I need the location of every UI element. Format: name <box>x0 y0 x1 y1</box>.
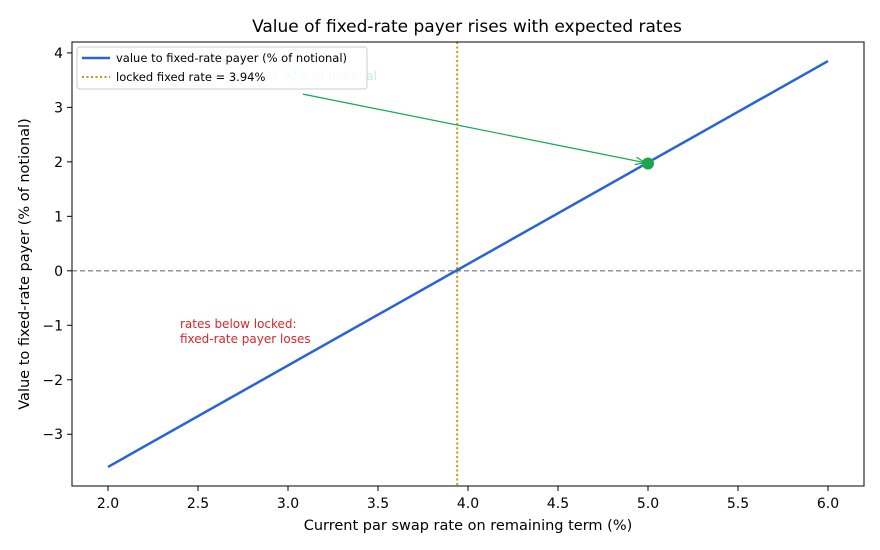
chart-title: Value of fixed-rate payer rises with exp… <box>252 17 682 37</box>
legend-label-locked-rate: locked fixed rate = 3.94% <box>116 70 265 84</box>
y-tick-label: 1 <box>54 209 63 225</box>
y-tick-label: 4 <box>54 46 63 62</box>
y-tick-label: 0 <box>54 264 63 280</box>
x-tick-label: 2.0 <box>97 496 119 512</box>
annotation-loss-text-line-1: fixed-rate payer loses <box>180 332 311 346</box>
series-line-0 <box>107 59 829 469</box>
annotation-arrow <box>302 93 644 162</box>
highlight-point <box>642 157 654 170</box>
x-tick-label: 3.5 <box>367 496 389 512</box>
y-tick-label: 2 <box>54 155 63 171</box>
x-tick-label: 5.0 <box>637 496 659 512</box>
x-tick-label: 4.0 <box>457 496 479 512</box>
y-tick-label: 3 <box>54 100 63 116</box>
annotation-loss-text-line-0: rates below locked: <box>180 317 297 331</box>
y-tick-label: −1 <box>42 318 63 334</box>
y-axis-label: Value to fixed-rate payer (% of notional… <box>17 118 33 409</box>
y-tick-label: −3 <box>42 427 63 443</box>
legend: value to fixed-rate payer (% of notional… <box>76 46 368 90</box>
x-tick-label: 5.5 <box>727 496 749 512</box>
x-tick-label: 6.0 <box>817 496 839 512</box>
plot-area: +1.97% of notionalrates below locked:fix… <box>72 42 864 486</box>
legend-label-value-series: value to fixed-rate payer (% of notional… <box>116 51 347 65</box>
plot-frame <box>71 41 865 487</box>
x-tick-label: 4.5 <box>547 496 569 512</box>
x-tick-label: 3.0 <box>277 496 299 512</box>
x-tick-label: 2.5 <box>187 496 209 512</box>
axis-ticks: 2.0 2.5 3.0 3.5 4.0 4.5 5.0 5.5 6.0 −3 −2 −1 0 1 2 3 4 <box>42 46 839 512</box>
y-tick-label: −2 <box>42 373 63 389</box>
x-axis-label: Current par swap rate on remaining term … <box>304 518 633 534</box>
legend-box <box>76 46 368 90</box>
